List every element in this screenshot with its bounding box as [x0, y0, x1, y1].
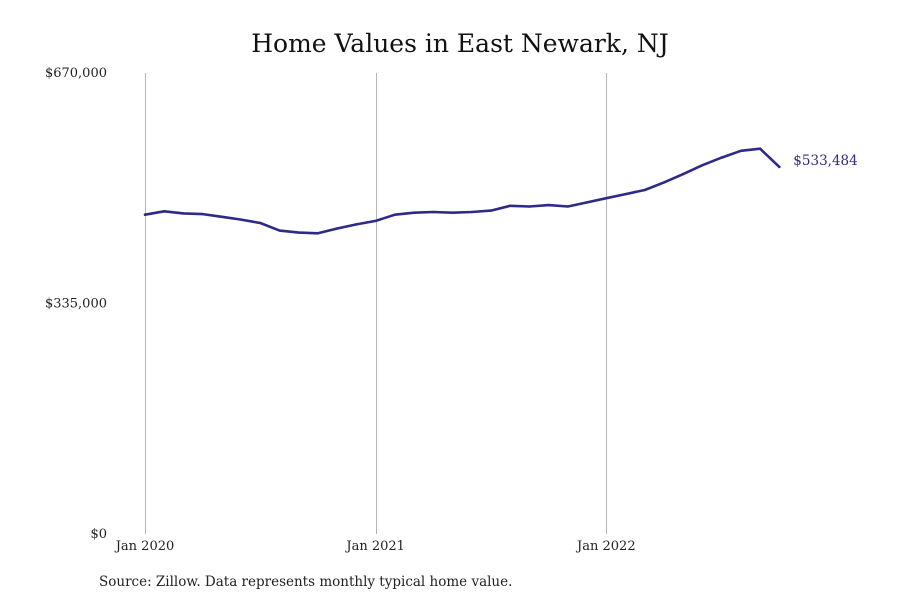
series-group — [143, 147, 781, 235]
data-point — [316, 232, 320, 235]
data-point — [259, 221, 262, 225]
y-axis-ticks: $0 $335,000 $670,000 — [45, 66, 107, 542]
series-line-0 — [143, 147, 781, 235]
data-point — [585, 201, 589, 204]
x-tick-label-0: Jan 2020 — [114, 539, 175, 554]
data-point — [489, 209, 493, 212]
data-point — [624, 192, 627, 196]
data-point — [643, 188, 646, 192]
data-point — [605, 197, 608, 200]
data-point — [470, 210, 473, 214]
data-point — [758, 147, 762, 150]
data-point — [451, 211, 454, 214]
chart-title: Home Values in East Newark, NJ — [251, 29, 669, 58]
data-point — [163, 210, 166, 213]
data-point — [336, 227, 339, 230]
data-point — [412, 211, 416, 214]
data-point — [393, 213, 397, 216]
data-point — [528, 205, 531, 208]
data-point — [509, 204, 512, 207]
y-tick-label-0: $0 — [90, 527, 107, 542]
data-point — [778, 165, 781, 169]
data-point — [662, 181, 666, 184]
data-point — [220, 215, 224, 218]
end-value-label: $533,484 — [793, 153, 857, 169]
data-point — [201, 212, 204, 216]
y-tick-label-2: $670,000 — [45, 66, 107, 81]
x-axis-ticks: Jan 2020 Jan 2021 Jan 2022 — [114, 539, 636, 554]
x-tick-label-1: Jan 2021 — [344, 539, 405, 554]
data-point — [720, 156, 723, 159]
data-point — [297, 231, 300, 234]
data-point — [355, 223, 358, 226]
data-point — [182, 212, 185, 215]
source-note: Source: Zillow. Data represents monthly … — [99, 574, 512, 590]
data-point — [701, 164, 704, 167]
data-point — [739, 149, 743, 152]
data-point — [682, 172, 685, 176]
data-point — [374, 219, 377, 223]
data-point — [432, 210, 435, 214]
data-point — [239, 218, 243, 221]
y-tick-label-1: $335,000 — [45, 297, 107, 312]
data-point — [547, 203, 550, 207]
data-point — [278, 229, 281, 232]
x-tick-label-2: Jan 2022 — [575, 539, 636, 554]
gridlines — [145, 73, 607, 534]
data-point — [143, 213, 147, 216]
data-point — [566, 205, 570, 208]
